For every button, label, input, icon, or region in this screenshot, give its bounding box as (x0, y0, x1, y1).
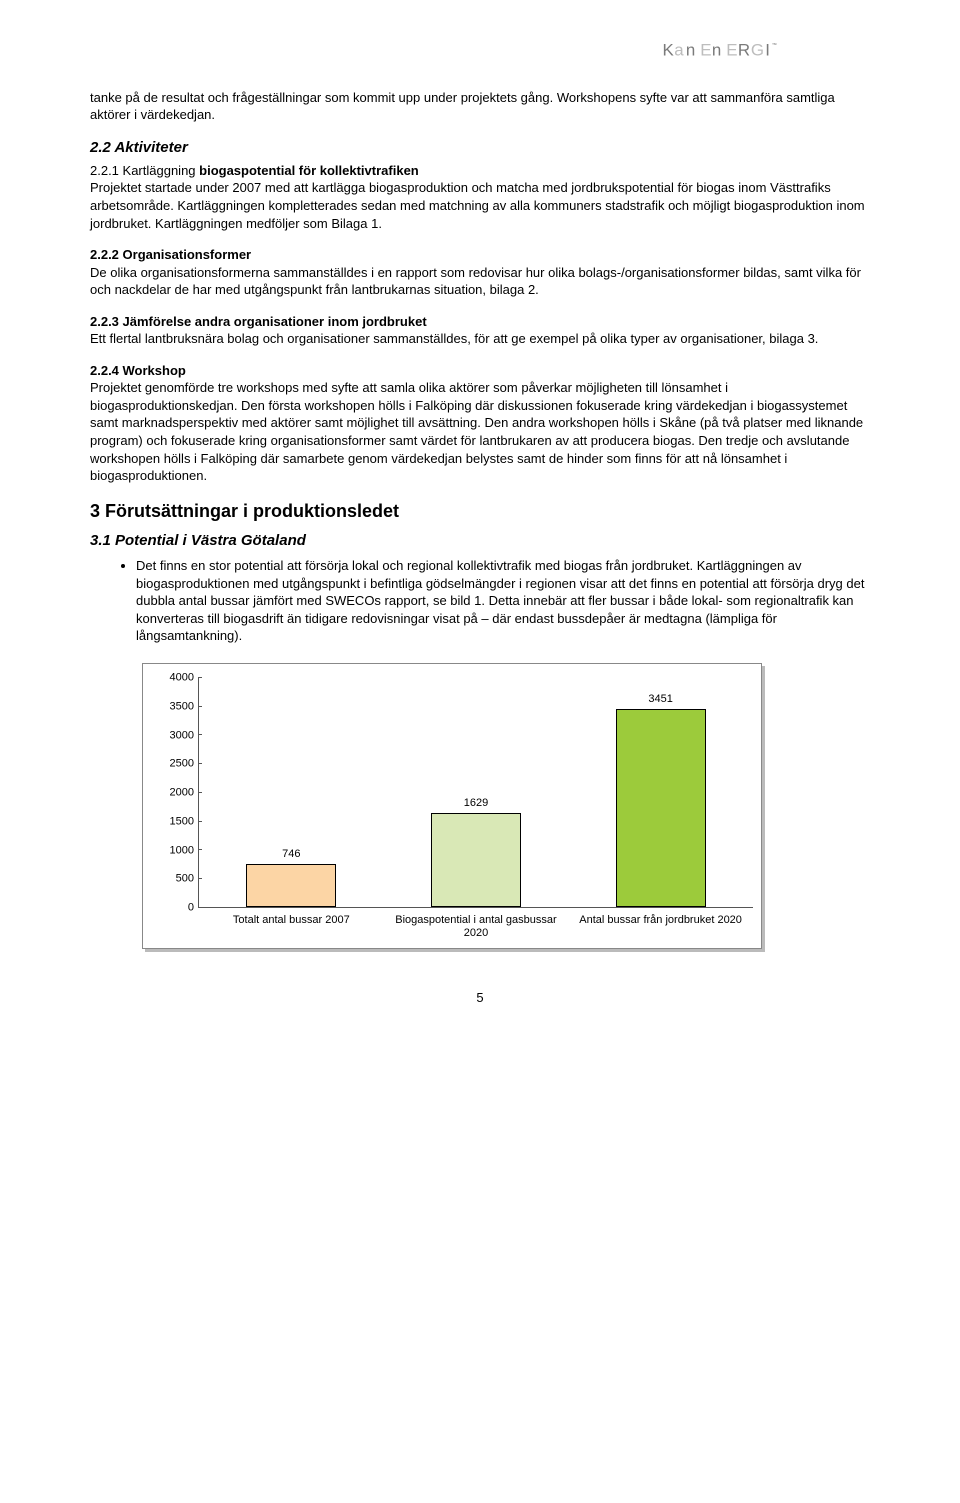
chart-y-tick: 500 (176, 872, 194, 887)
chart-bar: 3451 (616, 709, 706, 907)
section-2-2-3: 2.2.3 Jämförelse andra organisationer in… (90, 313, 870, 348)
chart-y-tick: 2000 (170, 786, 194, 801)
heading-3: 3 Förutsättningar i produktionsledet (90, 499, 870, 523)
body-2-2-1: Projektet startade under 2007 med att ka… (90, 180, 865, 230)
chart-bar-column: 1629 (384, 678, 569, 907)
svg-text:™: ™ (772, 43, 777, 49)
svg-text:R: R (738, 41, 751, 60)
section-2-2-2: 2.2.2 Organisationsformer De olika organ… (90, 246, 870, 299)
chart-bar-value-label: 1629 (464, 796, 488, 811)
chart-y-tick: 4000 (170, 671, 194, 686)
brand-logo: K a n E n E R G I ™ (90, 40, 870, 71)
list-item: Det finns en stor potential att försörja… (136, 557, 870, 645)
page-number: 5 (90, 989, 870, 1007)
chart-bar-column: 746 (199, 678, 384, 907)
svg-text:K: K (663, 41, 675, 60)
bullet-list-3-1: Det finns en stor potential att försörja… (90, 557, 870, 645)
chart-x-label: Antal bussar från jordbruket 2020 (568, 908, 753, 940)
svg-text:n: n (686, 41, 697, 60)
section-2-2-4: 2.2.4 Workshop Projektet genomförde tre … (90, 362, 870, 485)
heading-2-2-4: 2.2.4 Workshop (90, 363, 186, 378)
chart-bar-value-label: 746 (282, 847, 300, 862)
heading-2-2-2: 2.2.2 Organisationsformer (90, 247, 251, 262)
chart-y-tick: 2500 (170, 757, 194, 772)
svg-text:n: n (712, 41, 723, 60)
chart-y-tick: 1000 (170, 843, 194, 858)
svg-text:a: a (674, 41, 685, 60)
intro-paragraph: tanke på de resultat och frågeställninga… (90, 89, 870, 124)
body-2-2-4: Projektet genomförde tre workshops med s… (90, 380, 863, 483)
heading-2-2: 2.2 Aktiviteter (90, 138, 870, 158)
chart-x-label: Biogaspotential i antal gasbussar 2020 (384, 908, 569, 940)
body-2-2-2: De olika organisationsformerna sammanstä… (90, 265, 861, 298)
svg-text:I: I (765, 41, 770, 60)
chart-y-tick: 1500 (170, 814, 194, 829)
svg-text:E: E (726, 41, 738, 60)
chart-bar: 1629 (431, 813, 521, 907)
chart-x-label: Totalt antal bussar 2007 (199, 908, 384, 940)
chart-bar-value-label: 3451 (648, 692, 672, 707)
chart-y-axis: 05001000150020002500300035004000 (151, 678, 199, 908)
chart-y-tick: 3500 (170, 699, 194, 714)
heading-3-1: 3.1 Potential i Västra Götaland (90, 531, 870, 551)
body-2-2-3: Ett flertal lantbruksnära bolag och orga… (90, 331, 818, 346)
chart-plot-area: 746 1629 3451 (199, 678, 753, 908)
bar-chart: 0 500 1000 1500 2000 2500 3000 3500 4000 746 1629… (142, 663, 762, 949)
svg-text:E: E (700, 41, 712, 60)
chart-y-tick: 3000 (170, 728, 194, 743)
chart-bar: 746 (246, 864, 336, 907)
chart-x-axis: Totalt antal bussar 2007Biogaspotential … (199, 908, 753, 940)
svg-text:G: G (751, 41, 765, 60)
heading-2-2-3: 2.2.3 Jämförelse andra organisationer in… (90, 314, 427, 329)
chart-y-tick: 0 (188, 901, 194, 916)
chart-bar-column: 3451 (568, 678, 753, 907)
heading-2-2-1: 2.2.1 Kartläggning biogaspotential för k… (90, 163, 419, 178)
section-2-2-1: 2.2.1 Kartläggning biogaspotential för k… (90, 162, 870, 232)
